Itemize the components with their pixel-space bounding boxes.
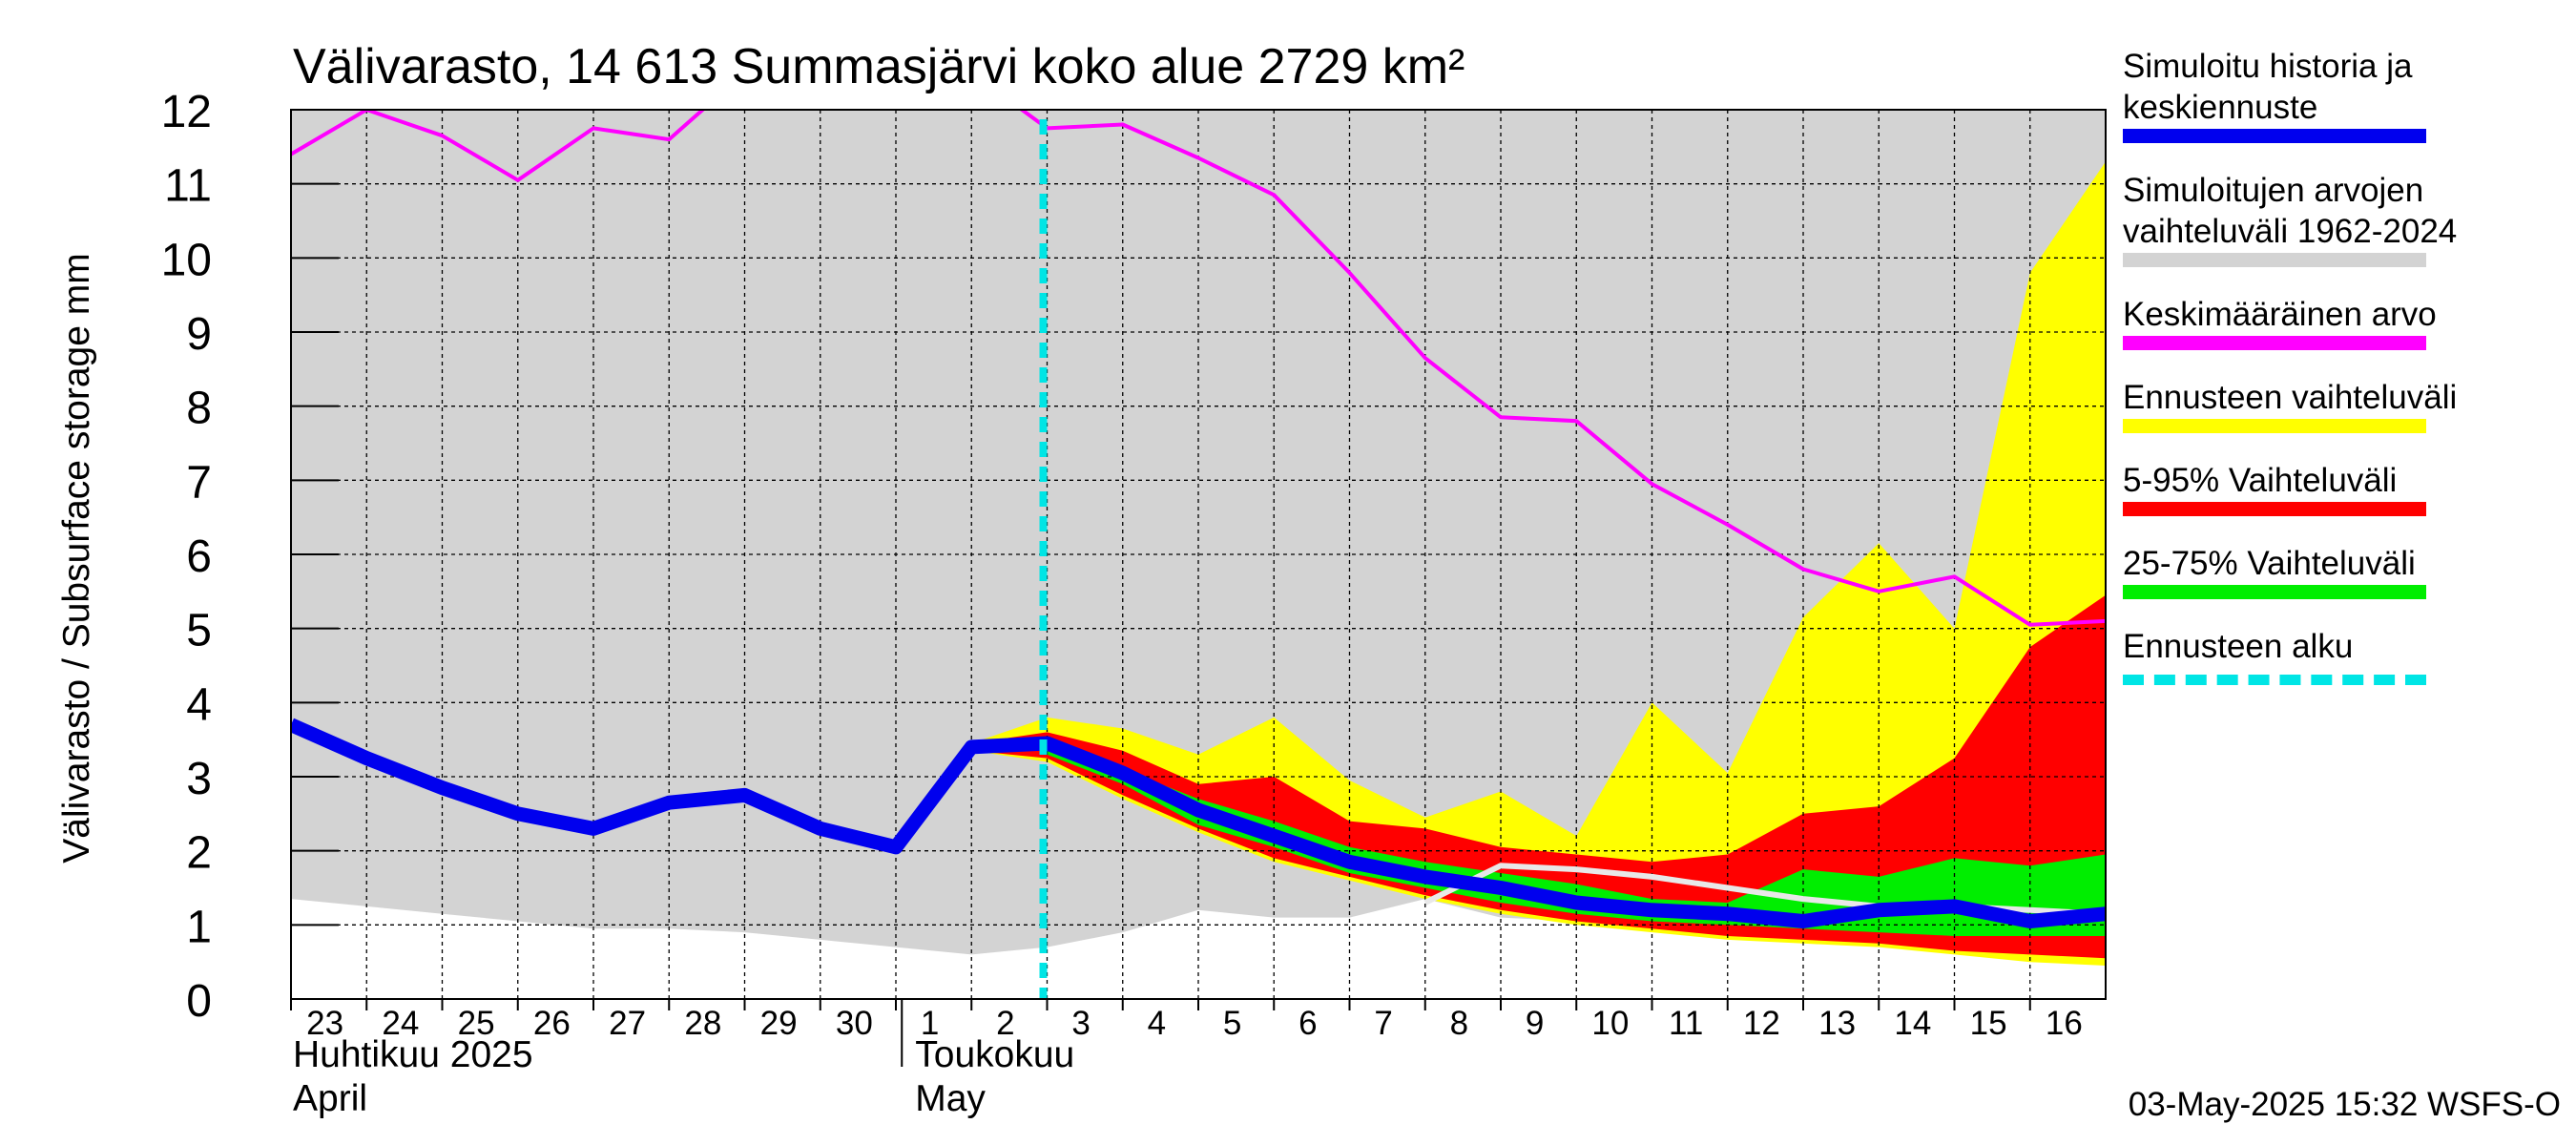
x-tick-label: 13 bbox=[1818, 1005, 1856, 1042]
legend-label: 5-95% Vaihteluväli bbox=[2123, 462, 2398, 499]
y-tick-label: 1 bbox=[186, 902, 212, 952]
x-tick-label: 4 bbox=[1148, 1005, 1166, 1042]
y-tick-label: 8 bbox=[186, 384, 212, 434]
legend-item: Ennusteen vaihteluväli bbox=[2123, 377, 2543, 433]
x-ticks: 23 24 25 26 27 28 29 30 1 2 3 4 5 6 7 8 9 10 11 12 13 14 15 16 bbox=[290, 999, 2083, 1042]
y-tick-label: 0 bbox=[186, 976, 212, 1027]
x-tick-label: 3 bbox=[1071, 1005, 1090, 1042]
month-label-en: April bbox=[293, 1078, 367, 1119]
x-tick-label: 10 bbox=[1591, 1005, 1629, 1042]
legend-item: Simuloitu historia ja keskiennuste bbox=[2123, 46, 2543, 143]
x-tick-label: 11 bbox=[1669, 1005, 1703, 1042]
y-tick-label: 6 bbox=[186, 531, 212, 582]
legend-item: Simuloitujen arvojen vaihteluväli 1962-2… bbox=[2123, 170, 2543, 267]
x-tick-label: 15 bbox=[1970, 1005, 2007, 1042]
x-tick-label: 8 bbox=[1450, 1005, 1468, 1042]
line-layer bbox=[291, 110, 2106, 999]
month-label-fi: Huhtikuu 2025 bbox=[293, 1034, 533, 1075]
x-tick-label: 28 bbox=[684, 1005, 721, 1042]
month-label-fi: Toukokuu bbox=[915, 1034, 1074, 1075]
legend-swatch bbox=[2123, 585, 2426, 599]
y-tick-label: 4 bbox=[186, 679, 212, 730]
x-tick-label: 7 bbox=[1374, 1005, 1392, 1042]
history-forecast-line bbox=[291, 718, 2106, 928]
month-label-en: May bbox=[915, 1078, 986, 1119]
y-tick-label: 7 bbox=[186, 457, 212, 508]
x-tick-label: 27 bbox=[609, 1005, 646, 1042]
x-tick-label: 23 bbox=[306, 1005, 343, 1042]
legend-label: Simuloitu historia ja keskiennuste bbox=[2123, 48, 2413, 126]
legend-label: Ennusteen alku bbox=[2123, 628, 2354, 665]
y-tick-label: 12 bbox=[161, 87, 212, 137]
x-tick-label: 9 bbox=[1526, 1005, 1544, 1042]
y-tick-label: 9 bbox=[186, 309, 212, 360]
x-tick-label: 12 bbox=[1743, 1005, 1780, 1042]
legend-swatch bbox=[2123, 253, 2426, 267]
x-tick-label: 5 bbox=[1223, 1005, 1241, 1042]
x-tick-label: 25 bbox=[458, 1005, 495, 1042]
legend-item: Keskimääräinen arvo bbox=[2123, 294, 2543, 350]
x-tick-label: 24 bbox=[382, 1005, 419, 1042]
legend-item: Ennusteen alku bbox=[2123, 626, 2543, 685]
legend-swatch bbox=[2123, 419, 2426, 433]
legend-item: 5-95% Vaihteluväli bbox=[2123, 460, 2543, 516]
mean-line bbox=[291, 110, 2106, 627]
x-tick-label: 30 bbox=[836, 1005, 873, 1042]
x-tick-label: 6 bbox=[1298, 1005, 1317, 1042]
y-tick-label: 2 bbox=[186, 828, 212, 879]
x-tick-label: 1 bbox=[921, 1005, 939, 1042]
chart-title: Välivarasto, 14 613 Summasjärvi koko alu… bbox=[293, 39, 1465, 94]
band-5-95 bbox=[971, 594, 2106, 959]
legend-label: Ennusteen vaihteluväli bbox=[2123, 379, 2458, 416]
y-axis-label: Välivarasto / Subsurface storage mm bbox=[56, 253, 97, 863]
y-tick-label: 10 bbox=[161, 235, 212, 285]
x-tick-label: 16 bbox=[2046, 1005, 2083, 1042]
legend-swatch bbox=[2123, 675, 2426, 685]
y-tick-label: 3 bbox=[186, 754, 212, 804]
legend-swatch bbox=[2123, 336, 2426, 350]
x-tick-label: 14 bbox=[1894, 1005, 1931, 1042]
timestamp-footer: 03-May-2025 15:32 WSFS-O bbox=[2128, 1086, 2561, 1123]
legend: Simuloitu historia ja keskiennuste Simulo… bbox=[2123, 46, 2543, 712]
legend-item: 25-75% Vaihteluväli bbox=[2123, 543, 2543, 599]
legend-label: Simuloitujen arvojen vaihteluväli 1962-2… bbox=[2123, 172, 2458, 250]
legend-label: 25-75% Vaihteluväli bbox=[2123, 545, 2416, 582]
x-tick-label: 2 bbox=[996, 1005, 1014, 1042]
legend-swatch bbox=[2123, 129, 2426, 143]
y-tick-label: 5 bbox=[186, 606, 212, 656]
legend-swatch bbox=[2123, 502, 2426, 516]
band-25-75 bbox=[1047, 739, 2106, 936]
x-tick-label: 26 bbox=[533, 1005, 571, 1042]
x-tick-label: 29 bbox=[760, 1005, 798, 1042]
y-tick-label: 11 bbox=[164, 161, 212, 212]
legend-label: Keskimääräinen arvo bbox=[2123, 296, 2437, 333]
forecast-range-band bbox=[971, 161, 2106, 966]
